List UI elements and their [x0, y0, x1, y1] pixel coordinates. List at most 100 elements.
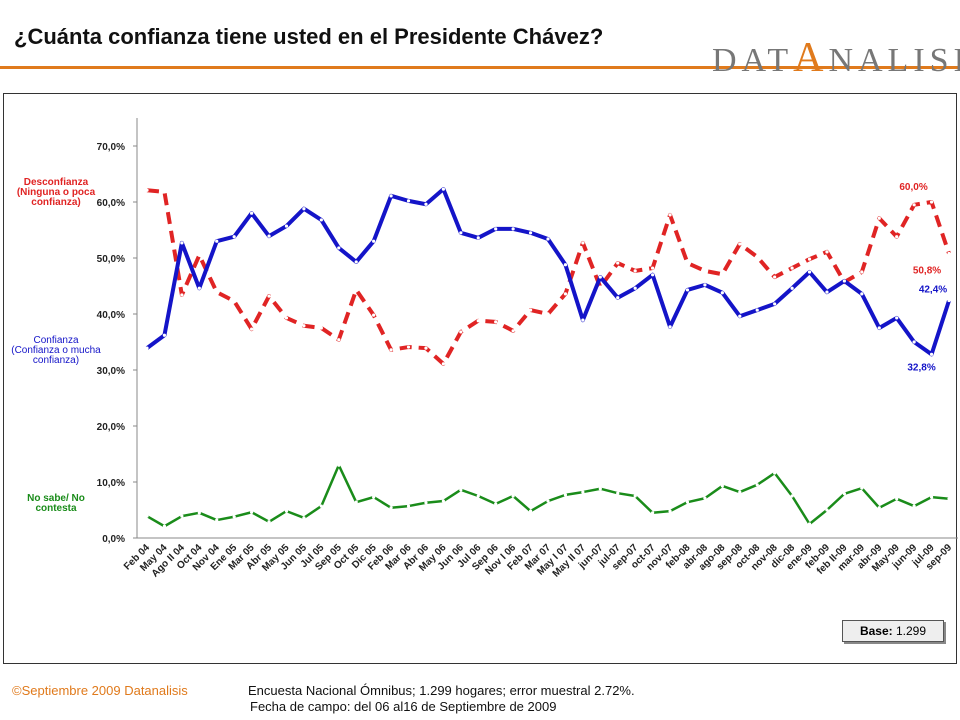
data-point: [145, 346, 149, 350]
data-point: [598, 487, 602, 491]
data-point: [929, 200, 934, 204]
data-point: [459, 488, 463, 492]
data-point: [668, 213, 672, 217]
data-point: [389, 348, 393, 352]
data-point: [877, 506, 881, 510]
data-point: [511, 494, 515, 498]
data-point: [494, 227, 498, 231]
data-point: [860, 486, 864, 490]
logo: DATANALISIS: [712, 34, 960, 82]
series-line: [146, 463, 950, 528]
series-line: [145, 187, 951, 357]
data-point: [459, 231, 463, 235]
data-point: [337, 246, 341, 250]
data-point: [581, 241, 585, 245]
data-label: 32,8%: [907, 362, 935, 373]
data-point: [494, 502, 498, 506]
data-point: [284, 224, 289, 228]
title-rule: [0, 66, 960, 69]
data-point: [354, 288, 358, 292]
data-point: [912, 504, 916, 508]
data-point: [337, 463, 341, 467]
data-point: [459, 330, 463, 334]
data-point: [319, 326, 323, 330]
data-point: [633, 269, 637, 273]
data-point: [912, 203, 916, 207]
data-point: [790, 266, 794, 270]
data-point: [651, 511, 655, 515]
data-point: [389, 194, 393, 198]
data-point: [738, 242, 742, 246]
data-point: [476, 236, 480, 240]
logo-part: A: [793, 35, 829, 81]
data-point: [790, 286, 794, 290]
data-point: [354, 260, 358, 264]
data-point: [494, 320, 498, 324]
data-point: [145, 188, 149, 192]
data-point: [807, 522, 812, 526]
copyright: ©Septiembre 2009 Datanalisis: [12, 683, 188, 698]
y-tick-label: 60,0%: [97, 198, 125, 209]
base-value: 1.299: [896, 624, 927, 638]
data-point: [929, 352, 934, 356]
data-point: [929, 495, 934, 499]
data-point: [215, 518, 219, 522]
footer-note: Encuesta Nacional Ómnibus; 1.299 hogares…: [248, 683, 635, 698]
data-point: [424, 346, 428, 350]
data-point: [703, 269, 707, 273]
data-point: [511, 329, 515, 333]
logo-part: DAT: [712, 42, 794, 79]
data-point: [895, 316, 899, 320]
data-point: [616, 491, 620, 495]
data-point: [232, 299, 236, 303]
data-point: [685, 261, 690, 265]
data-point: [825, 290, 829, 294]
data-point: [319, 504, 323, 508]
data-label: 50,8%: [913, 266, 941, 277]
data-point: [895, 235, 899, 239]
data-point: [720, 291, 724, 295]
data-point: [633, 494, 637, 498]
data-point: [337, 338, 341, 342]
data-point: [842, 279, 846, 283]
data-point: [406, 199, 411, 203]
data-point: [232, 515, 236, 519]
data-point: [162, 524, 167, 528]
data-point: [807, 257, 812, 261]
data-point: [703, 496, 707, 500]
data-point: [250, 327, 254, 331]
data-point: [476, 319, 480, 323]
data-point: [197, 286, 201, 290]
data-point: [528, 308, 533, 312]
data-point: [947, 298, 951, 303]
data-point: [197, 253, 201, 257]
data-point: [476, 494, 480, 498]
y-tick-label: 20,0%: [97, 422, 125, 433]
data-point: [685, 288, 690, 292]
data-point: [267, 294, 271, 298]
data-point: [825, 508, 829, 512]
series-label: Confianza (Confianza o mucha confianza): [11, 335, 101, 366]
data-label: 60,0%: [899, 182, 927, 193]
data-point: [197, 511, 201, 515]
data-point: [372, 313, 376, 317]
data-point: [581, 490, 585, 494]
data-point: [807, 270, 812, 274]
data-point: [947, 497, 951, 501]
data-point: [319, 218, 323, 222]
y-tick-label: 70,0%: [97, 142, 125, 153]
data-point: [267, 234, 271, 238]
data-point: [441, 187, 445, 191]
series-line: [146, 188, 951, 366]
data-point: [738, 314, 742, 318]
data-point: [755, 308, 759, 312]
base-label: Base:: [859, 624, 893, 638]
data-point: [825, 250, 829, 254]
data-point: [773, 275, 777, 279]
footer-note: Fecha de campo: del 06 al16 de Septiembr…: [250, 699, 557, 714]
data-point: [528, 509, 533, 513]
data-point: [720, 484, 724, 488]
data-point: [685, 500, 690, 504]
data-point: [912, 340, 916, 344]
data-point: [755, 483, 759, 487]
